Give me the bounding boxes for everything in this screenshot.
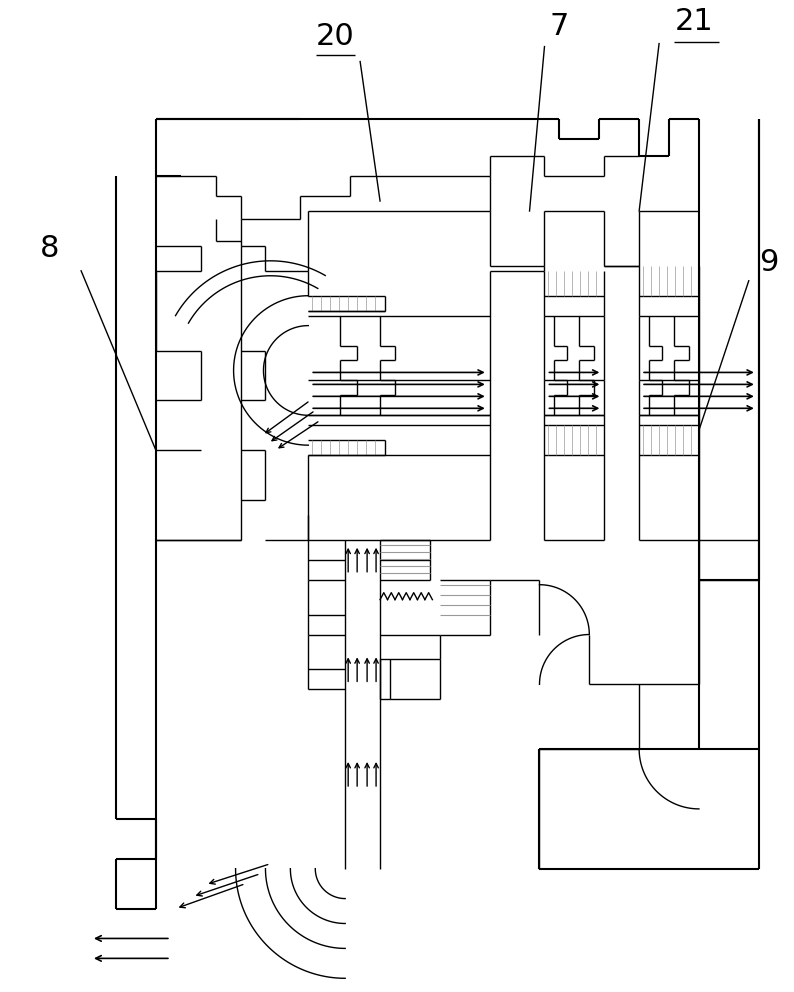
Text: 21: 21 <box>675 7 713 36</box>
Text: 8: 8 <box>40 234 59 263</box>
Text: 9: 9 <box>759 248 778 278</box>
Text: 20: 20 <box>316 22 355 52</box>
Text: 7: 7 <box>549 12 569 41</box>
